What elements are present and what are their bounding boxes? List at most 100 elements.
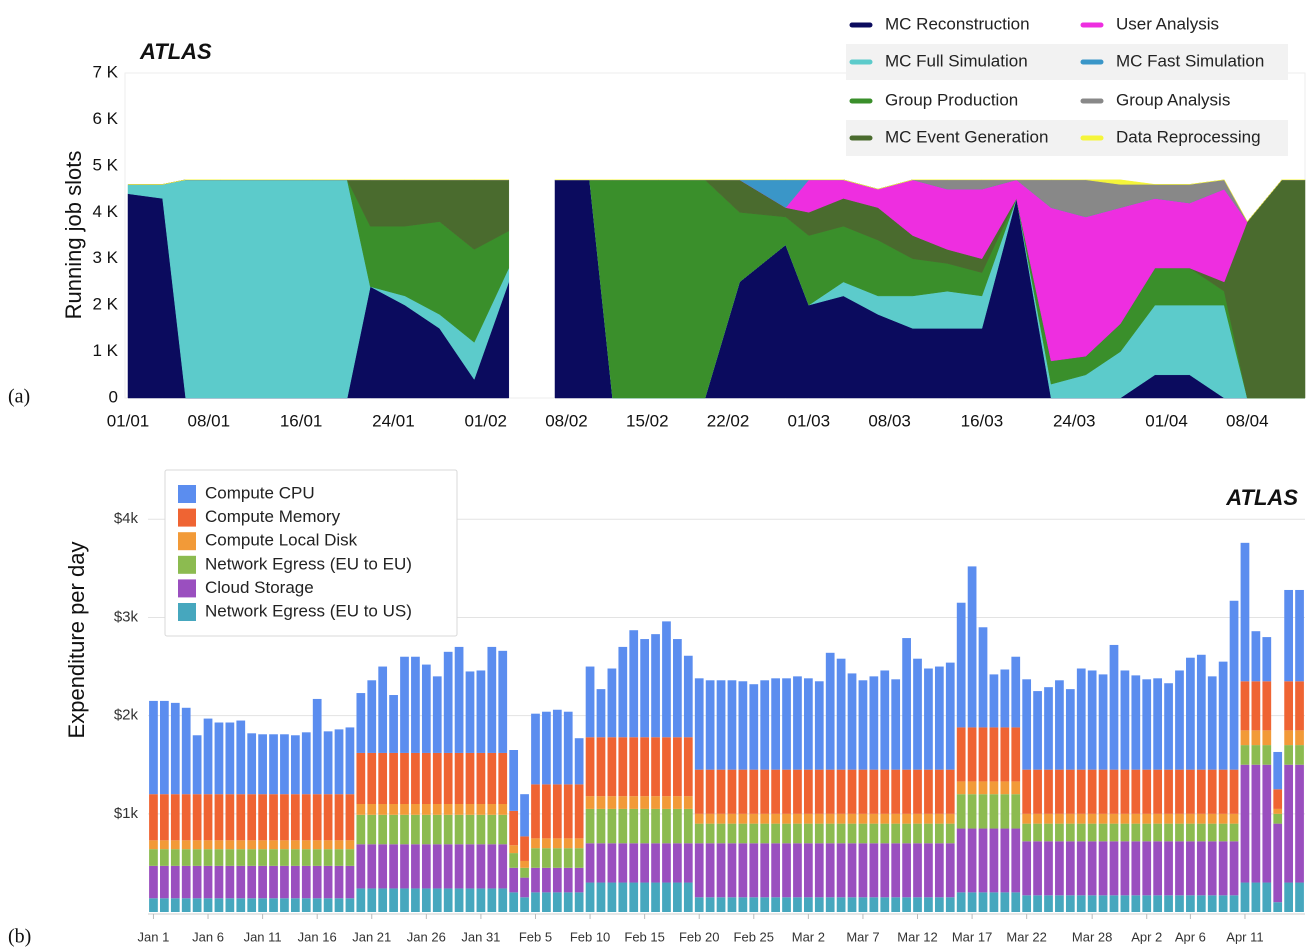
bar-segment [793,843,802,898]
bar-segment [1142,841,1152,896]
bar-segment [312,698,322,795]
bar-segment [727,843,737,898]
bar-segment [1011,656,1021,728]
bar-segment [181,865,191,899]
bar-segment [782,843,791,898]
bar-segment [934,666,944,770]
bar-segment [476,814,486,845]
bar-segment [421,814,431,845]
x-tick-label: Jan 11 [244,929,282,944]
bar-segment [673,639,682,738]
bar-segment [967,828,977,893]
bar-segment [967,781,977,795]
bar-segment [1087,841,1097,896]
bar-segment [596,737,606,797]
legend-label: MC Full Simulation [885,51,1028,70]
bar-segment [651,796,660,809]
bar-segment [301,840,311,850]
bar-segment [716,823,726,844]
bar-segment [290,898,300,912]
bar-segment [214,794,224,841]
bar-segment [563,892,573,912]
bar-segment [727,680,737,770]
bar-segment [1065,813,1075,824]
bar-segment [814,769,824,814]
y-tick-label: 2 K [92,295,118,314]
bar-segment [662,882,671,912]
bar-segment [629,630,639,738]
bar-segment [487,888,497,912]
bar-segment [596,882,606,912]
legend-swatch [178,532,196,551]
bar-segment [312,865,322,899]
bar-segment [1055,680,1064,770]
bar-segment [552,848,562,868]
bar-segment [989,828,999,893]
bar-segment [1295,589,1304,682]
bar-segment [814,681,824,770]
x-tick-label: 24/01 [372,411,415,430]
bar-segment [727,823,737,844]
bar-segment [1164,769,1173,814]
bar-segment [1109,813,1119,824]
bar-segment [1186,841,1195,896]
bar-segment [793,676,802,770]
bar-segment [400,888,409,912]
bar-segment [1175,670,1184,770]
bar-segment [749,769,759,814]
bar-segment [432,888,442,912]
bar-segment [1109,644,1119,770]
bar-segment [476,752,486,804]
bar-segment [280,734,289,795]
bar-segment [1229,813,1239,824]
bar-segment [531,713,540,785]
bar-segment [367,888,377,912]
bar-segment [1055,813,1064,824]
bar-segment [1011,892,1021,912]
bar-segment [956,602,966,728]
bar-segment [443,814,453,845]
bar-segment [803,897,813,912]
bar-segment [1273,789,1283,809]
bar-segment [771,769,780,814]
bar-segment [803,769,813,814]
bar-segment [367,680,377,753]
bar-segment [476,670,486,753]
x-tick-label: Jan 26 [407,929,446,944]
bar-segment [1251,631,1261,682]
bar-segment [858,769,868,814]
bar-segment [847,813,857,824]
bar-segment [280,840,289,850]
legend-label: MC Event Generation [885,127,1048,146]
bar-segment [247,865,257,899]
bar-segment [1262,882,1272,912]
bar-segment [334,865,344,899]
bar-segment [1131,895,1141,912]
bar-segment [160,840,169,850]
bar-segment [203,840,213,850]
bar-segment [880,670,890,770]
bar-segment [640,796,650,809]
bar-segment [749,684,759,770]
bar-segment [574,867,584,893]
bar-segment [1240,745,1250,765]
bar-segment [629,882,639,912]
bar-segment [924,897,933,912]
bar-segment [236,898,246,912]
bar-segment [509,845,519,854]
legend-box [164,469,458,637]
bar-segment [771,678,780,770]
bar-segment [170,898,180,912]
bar-segment [345,794,355,841]
x-tick-label: 08/03 [868,411,911,430]
bar-segment [258,849,267,866]
bar-segment [432,814,442,845]
bar-segment [803,678,813,770]
bar-segment [902,897,911,912]
bar-segment [214,898,224,912]
bar-segment [192,794,202,841]
bar-segment [934,769,944,814]
bar-segment [1251,681,1261,731]
bar-segment [411,752,420,804]
